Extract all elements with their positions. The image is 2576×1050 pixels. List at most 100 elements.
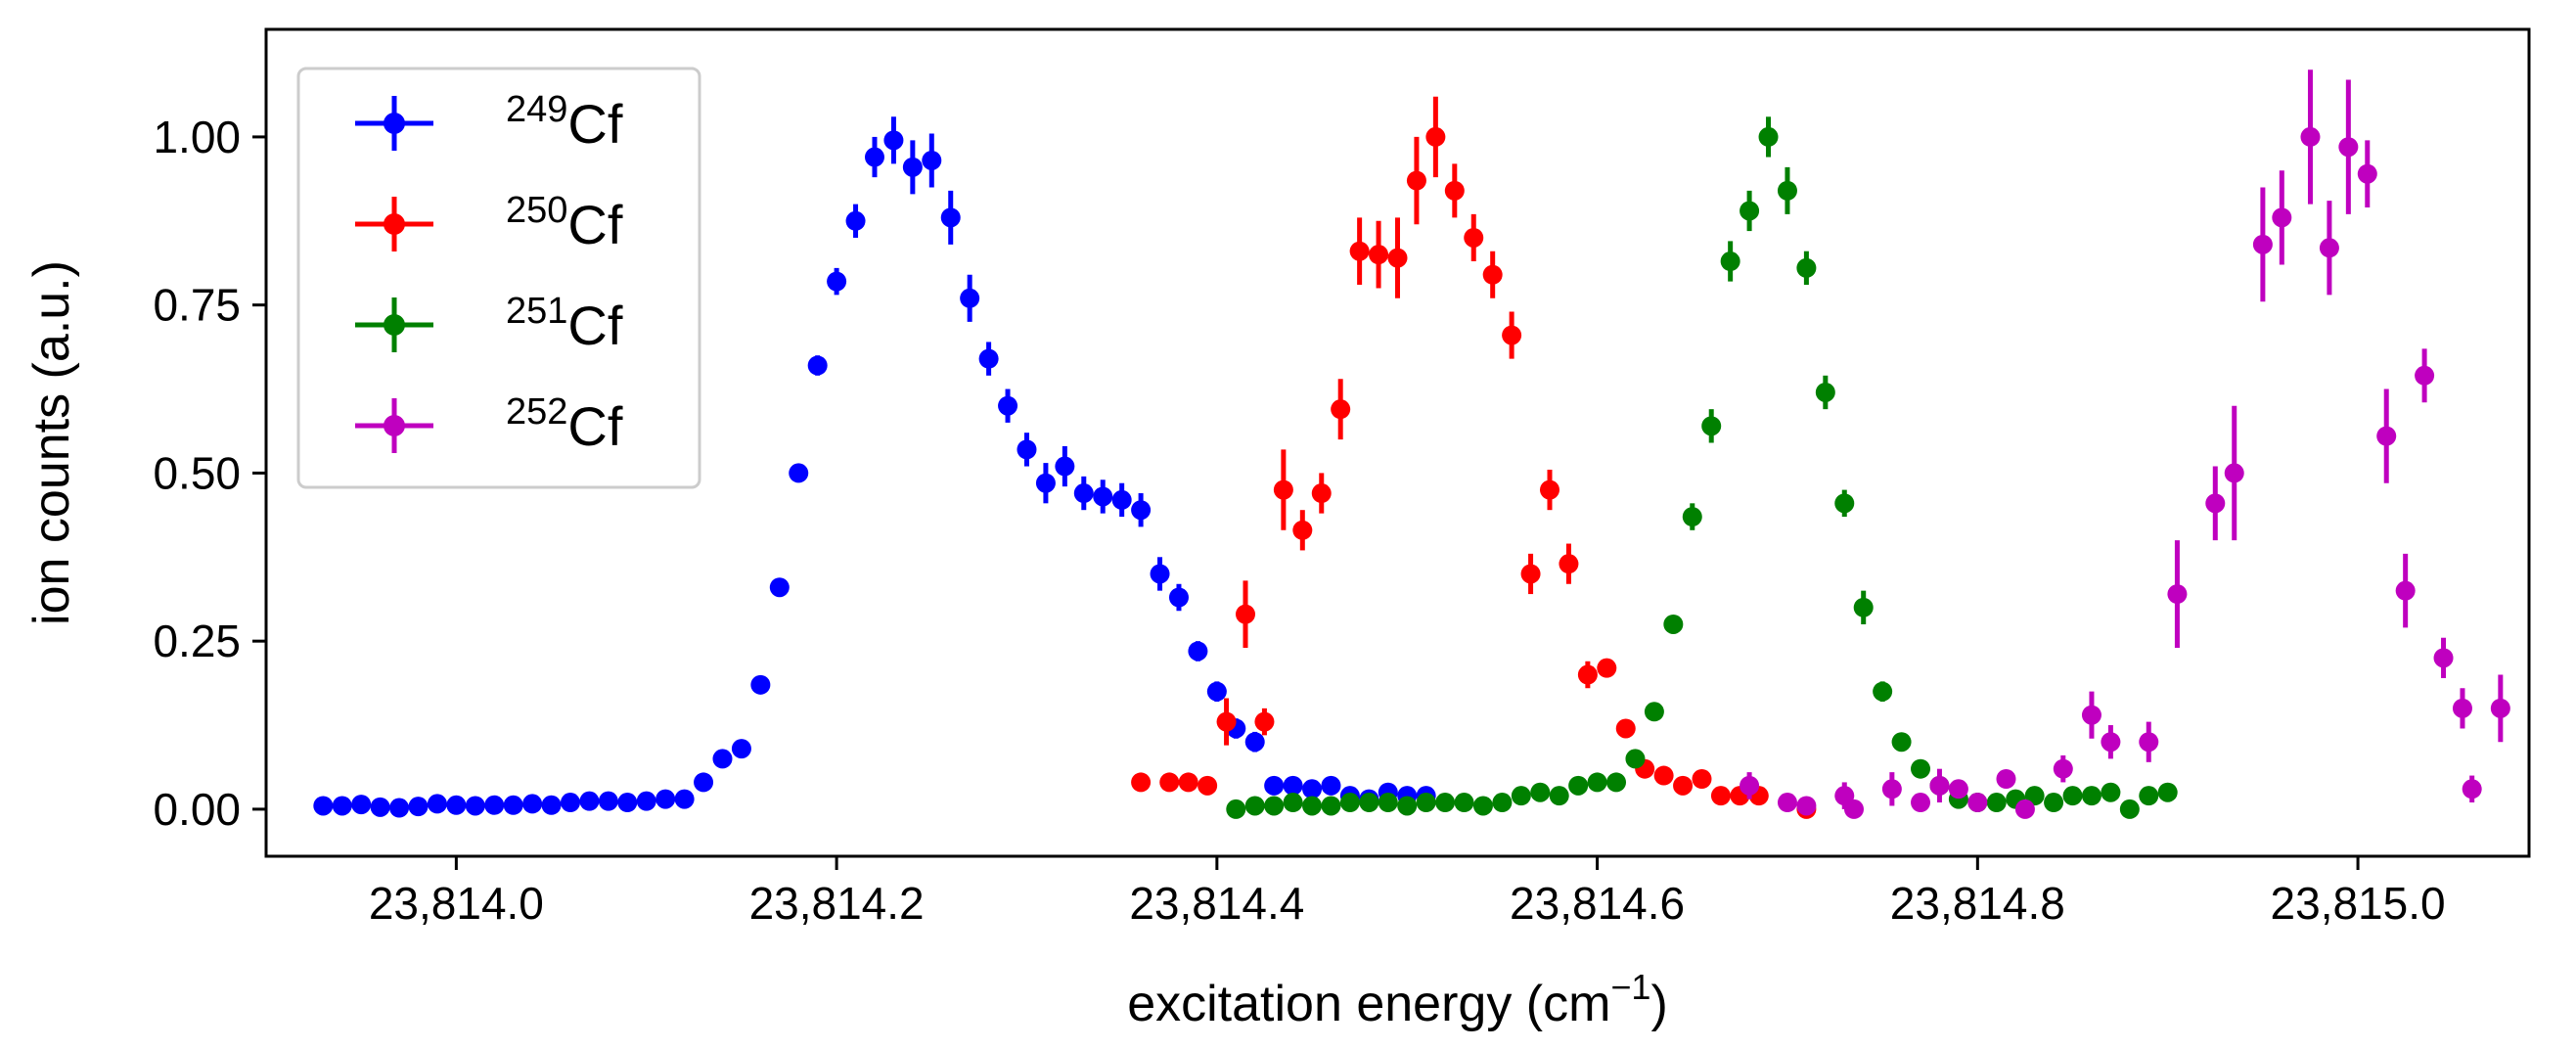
data-point (1758, 126, 1779, 147)
data-point (2081, 786, 2101, 806)
data-point (1226, 799, 1246, 819)
data-point (2319, 238, 2339, 258)
data-point (1549, 786, 1569, 806)
data-point (2338, 137, 2359, 158)
data-point (1236, 604, 1256, 624)
data-point (1653, 765, 1674, 786)
data-point (1406, 170, 1426, 191)
series-251-cf (1226, 116, 2178, 819)
data-point (1339, 793, 1360, 813)
data-point (2062, 786, 2083, 806)
data-point (446, 795, 467, 815)
data-point (750, 674, 771, 695)
x-tick-label: 23,814.6 (1510, 878, 1685, 929)
data-point (1464, 227, 1484, 248)
data-point (807, 355, 828, 376)
data-point (1929, 775, 1950, 796)
legend-label-mass: 251 (506, 291, 567, 332)
data-point (731, 739, 751, 759)
data-point (1283, 793, 1303, 813)
series-252-cf (1740, 69, 2510, 819)
data-point (1911, 793, 1931, 813)
legend-label-name: Cf (567, 93, 622, 155)
data-point (998, 395, 1018, 416)
series-249-cf (313, 116, 1436, 818)
data-point (2433, 648, 2454, 668)
data-point (960, 288, 980, 308)
data-point (1035, 473, 1056, 493)
data-point (1264, 775, 1285, 796)
data-point (1244, 732, 1265, 753)
data-point (1349, 241, 1370, 261)
data-point (1967, 793, 1988, 813)
data-point (1740, 775, 1760, 796)
data-point (2081, 705, 2101, 725)
data-point (1178, 772, 1198, 793)
data-point (1881, 779, 1902, 799)
data-point (1834, 493, 1855, 514)
data-point (465, 796, 485, 816)
data-point (1692, 768, 1712, 789)
data-point (598, 791, 618, 811)
legend-label-mass: 252 (506, 391, 567, 433)
data-point (883, 130, 904, 151)
data-point (2300, 126, 2321, 147)
data-point (940, 207, 961, 228)
data-point (1644, 702, 1664, 722)
data-point (2272, 207, 2292, 228)
data-point (1254, 711, 1275, 732)
data-point (1492, 793, 1513, 813)
data-point (2157, 782, 2178, 802)
data-point (1482, 264, 1503, 285)
y-tick-label: 0.75 (153, 280, 241, 331)
legend-marker-dot (384, 415, 405, 436)
data-point (922, 150, 942, 170)
data-point (1911, 758, 1931, 779)
data-point (1168, 587, 1189, 608)
y-axis-title: ion counts (a.u.) (23, 260, 80, 625)
data-point (2462, 779, 2482, 799)
data-point (1568, 775, 1589, 796)
data-point (1321, 796, 1341, 816)
data-point (1416, 793, 1436, 813)
data-point (1283, 775, 1303, 796)
x-tick-label: 23,814.8 (1890, 878, 2065, 929)
data-point (1264, 796, 1285, 816)
x-axis-title-text: excitation energy (cm (1127, 976, 1610, 1032)
data-point (2167, 584, 2188, 605)
data-point (1321, 775, 1341, 796)
data-point (1673, 775, 1694, 796)
y-axis-ticks: 0.00 0.25 0.50 0.75 1.00 (153, 112, 266, 835)
data-point (1577, 664, 1598, 685)
data-point (1843, 799, 1864, 819)
data-point (1710, 786, 1731, 806)
data-point (1796, 796, 1817, 816)
data-point (1131, 772, 1152, 793)
legend-marker-dot (384, 314, 405, 336)
x-axis-title: excitation energy (cm−1) (1127, 967, 1668, 1032)
y-tick-label: 0.25 (153, 616, 241, 666)
legend-label-name: Cf (567, 295, 622, 356)
data-point (560, 793, 580, 813)
legend-label: 251Cf (506, 291, 623, 356)
data-point (1701, 416, 1722, 436)
x-axis-ticks: 23,814.0 23,814.2 23,814.4 23,814.6 23,814.8… (369, 856, 2446, 929)
data-point (712, 749, 733, 769)
data-point (1435, 793, 1456, 813)
data-point (1159, 772, 1180, 793)
data-point (427, 794, 447, 814)
data-point (2205, 493, 2226, 514)
data-point (332, 796, 352, 816)
data-point (1740, 201, 1760, 221)
data-point (827, 271, 847, 292)
data-point (2357, 163, 2377, 184)
data-point (1996, 768, 2016, 789)
data-point (1292, 520, 1313, 540)
data-point (789, 463, 809, 483)
legend-label-name: Cf (567, 395, 622, 457)
legend-marker-dot (384, 213, 405, 235)
data-point (2252, 234, 2273, 254)
data-point (1502, 325, 1522, 345)
data-point (902, 157, 923, 177)
series-layer (313, 69, 2510, 819)
